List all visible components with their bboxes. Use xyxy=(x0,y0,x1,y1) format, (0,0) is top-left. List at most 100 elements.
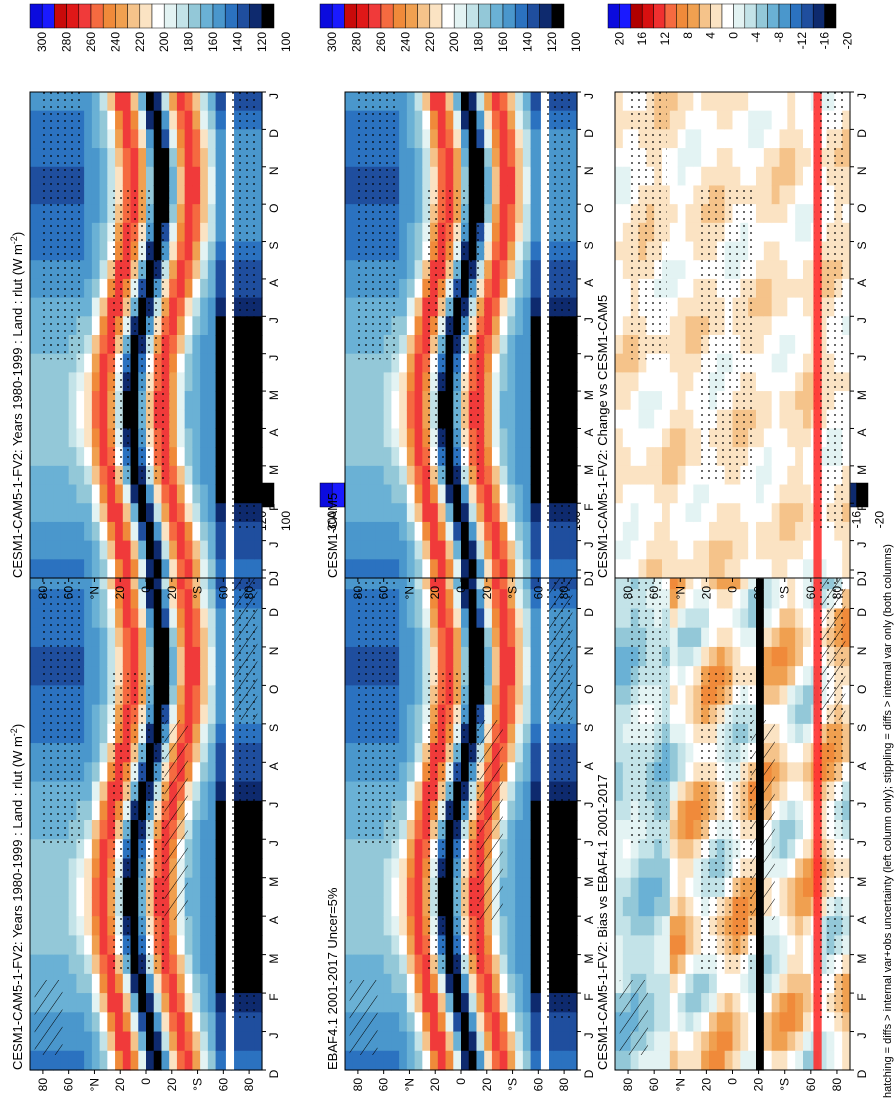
heatmap-cell xyxy=(732,570,741,590)
heatmap-cell xyxy=(669,166,679,187)
heatmap-cell xyxy=(818,1031,828,1052)
heatmap-cell xyxy=(122,484,132,504)
heatmap-cell xyxy=(491,110,501,130)
heatmap-cell xyxy=(238,1050,248,1071)
heatmap-cell xyxy=(615,92,624,112)
heatmap-cell xyxy=(669,335,679,355)
heatmap-cell xyxy=(30,110,39,130)
heatmap-cell xyxy=(709,503,718,523)
heatmap-cell xyxy=(130,1050,139,1071)
heatmap-cell xyxy=(215,646,224,667)
heatmap-cell xyxy=(530,954,539,975)
month-label: N xyxy=(267,647,281,656)
heatmap-cell xyxy=(169,484,178,504)
heatmap-cell xyxy=(84,935,93,956)
heatmap-cell xyxy=(522,1050,532,1071)
heatmap-cell xyxy=(701,627,710,648)
heatmap-cell xyxy=(795,743,804,763)
heatmap-cell xyxy=(530,1012,539,1033)
heatmap-cell xyxy=(685,503,694,523)
heatmap-cell xyxy=(360,858,369,879)
heatmap-cell xyxy=(842,877,851,898)
heatmap-cell xyxy=(646,1050,655,1071)
heatmap-cell xyxy=(468,503,478,523)
heatmap-cell xyxy=(146,646,155,667)
stipple-region xyxy=(41,570,82,845)
heatmap-cell xyxy=(238,1031,248,1052)
heatmap-cell xyxy=(254,503,263,523)
heatmap-cell xyxy=(546,540,555,560)
heatmap-cell xyxy=(515,1012,524,1033)
heatmap-cell xyxy=(200,858,209,879)
heatmap-cell xyxy=(507,608,516,629)
heatmap-cell xyxy=(795,685,804,706)
heatmap-cell xyxy=(130,1012,139,1033)
heatmap-cell xyxy=(30,148,39,168)
heatmap-cell xyxy=(787,570,796,590)
heatmap-cell xyxy=(615,129,624,149)
heatmap-cell xyxy=(30,877,39,898)
heatmap-cell xyxy=(740,484,749,504)
heatmap-cell xyxy=(130,646,139,667)
heatmap-cell xyxy=(414,916,423,936)
lat-label: 80 xyxy=(351,586,365,600)
heatmap-cell xyxy=(169,627,178,648)
heatmap-cell xyxy=(169,297,178,317)
heatmap-cell xyxy=(406,800,416,821)
heatmap-cell xyxy=(685,646,694,667)
heatmap-cell xyxy=(345,820,354,840)
heatmap-cell xyxy=(215,503,224,523)
heatmap-cell xyxy=(254,685,263,706)
heatmap-cell xyxy=(748,92,757,112)
heatmap-cell xyxy=(522,993,532,1013)
heatmap-cell xyxy=(153,1050,163,1071)
heatmap-cell xyxy=(795,800,804,821)
heatmap-cell xyxy=(771,503,781,523)
heatmap-cell xyxy=(818,1050,828,1071)
heatmap-cell xyxy=(787,503,796,523)
heatmap-cell xyxy=(803,316,812,336)
heatmap-cell xyxy=(91,704,101,725)
heatmap-cell xyxy=(231,1050,240,1071)
heatmap-cell xyxy=(630,839,640,860)
heatmap-cell xyxy=(192,148,201,168)
heatmap-cell xyxy=(399,589,408,610)
heatmap-cell xyxy=(662,484,671,504)
heatmap-cell xyxy=(615,1050,624,1071)
heatmap-cell xyxy=(787,1050,796,1071)
heatmap-cell xyxy=(461,608,470,629)
heatmap-cell xyxy=(422,1050,431,1071)
heatmap-cell xyxy=(771,185,781,205)
heatmap-cell xyxy=(430,1050,439,1071)
heatmap-cell xyxy=(176,316,186,336)
heatmap-cell xyxy=(795,447,804,467)
heatmap-cell xyxy=(146,484,155,504)
heatmap-cell xyxy=(368,503,377,523)
heatmap-cell xyxy=(107,110,116,130)
heatmap-cell xyxy=(391,1012,400,1033)
colorbar-box xyxy=(78,3,92,29)
colorbar-tick-label: 180 xyxy=(182,32,196,52)
heatmap-cell xyxy=(246,540,255,560)
heatmap-cell xyxy=(491,935,501,956)
heatmap-cell xyxy=(630,484,640,504)
heatmap-cell xyxy=(763,704,773,725)
heatmap-cell xyxy=(153,973,163,994)
heatmap-cell xyxy=(615,877,624,898)
heatmap-cell xyxy=(76,409,85,430)
month-label: M xyxy=(855,877,869,887)
heatmap-cell xyxy=(522,278,532,299)
heatmap-cell xyxy=(724,92,734,112)
month-label: S xyxy=(267,242,281,250)
heatmap-cell xyxy=(569,993,578,1013)
heatmap-cell xyxy=(685,297,694,317)
month-label: J xyxy=(267,355,281,361)
month-label: A xyxy=(855,762,869,770)
heatmap-cell xyxy=(30,685,39,706)
heatmap-cell xyxy=(414,781,423,802)
heatmap-cell xyxy=(146,110,155,130)
heatmap-cell xyxy=(515,743,524,763)
heatmap-cell xyxy=(91,1012,101,1033)
heatmap-cell xyxy=(756,1012,765,1033)
heatmap-cell xyxy=(515,521,524,542)
